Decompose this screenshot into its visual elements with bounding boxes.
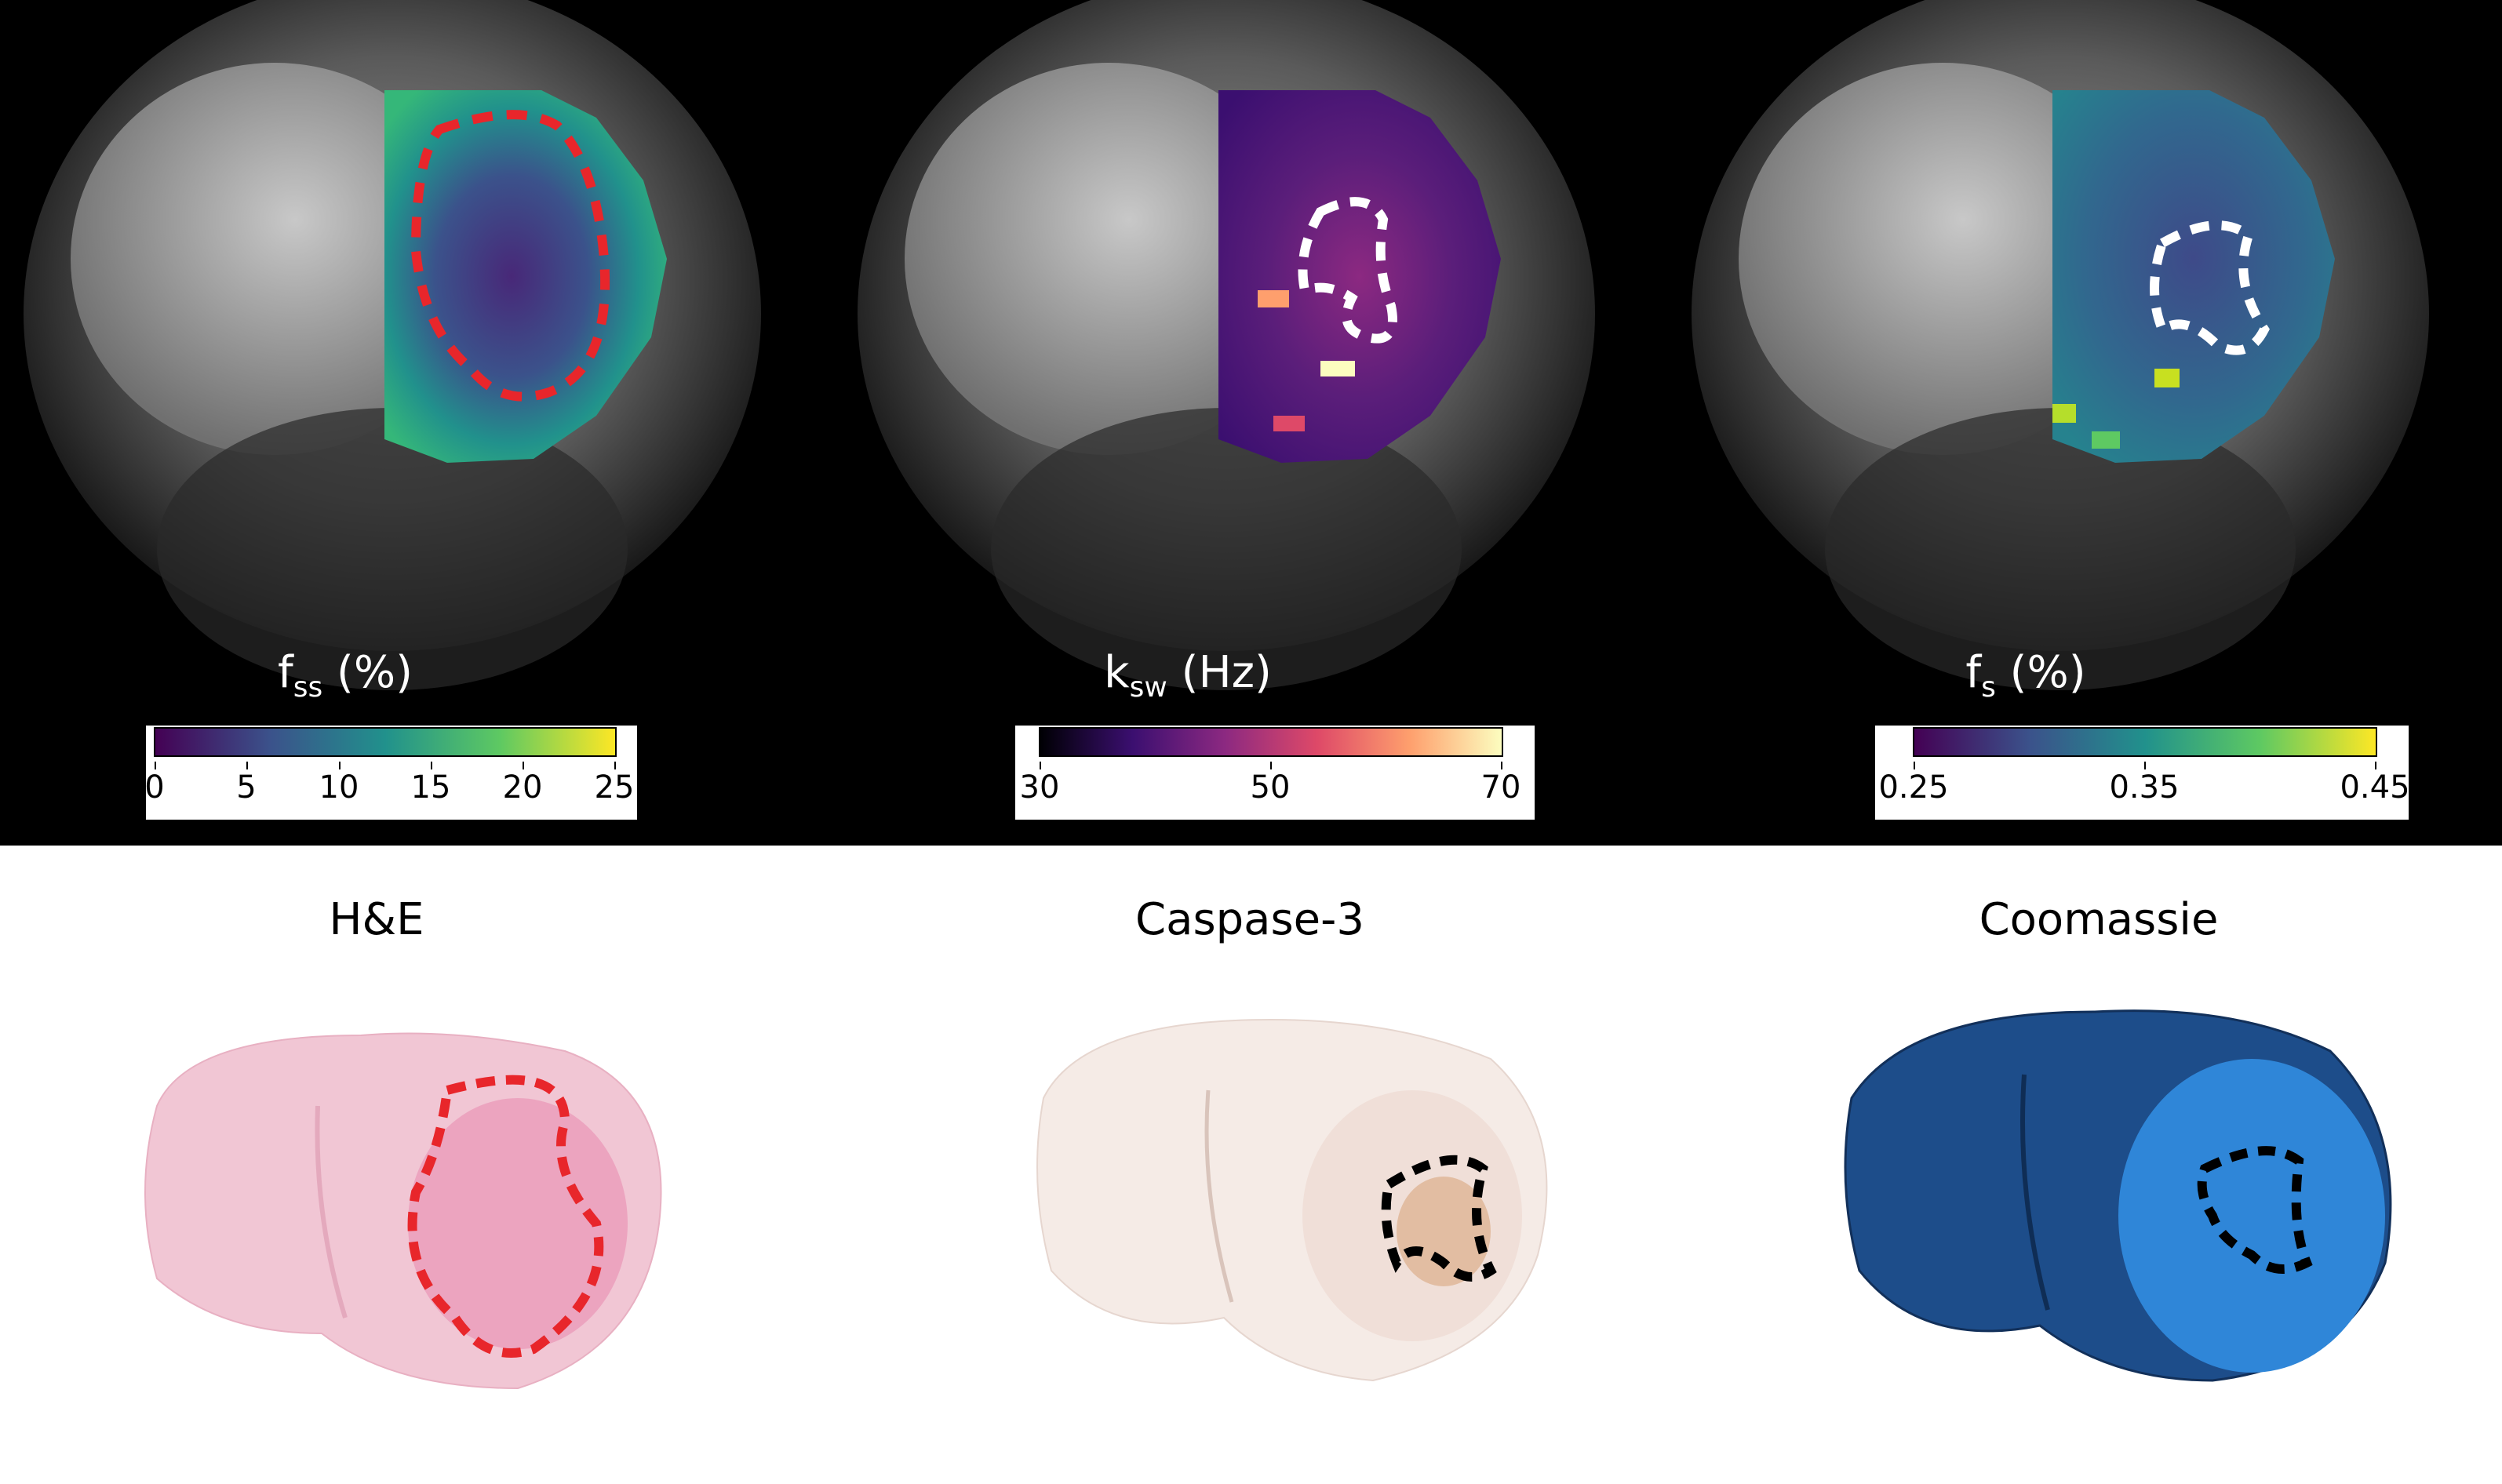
colorbar-label: fss (%) [278,647,413,704]
apoptotic-region [1397,1177,1491,1286]
mri-image [24,0,761,690]
colorbar [1913,727,2377,757]
parameter-map-overlay [2052,90,2335,463]
colorbar-tick: 50 [1250,769,1291,806]
brain-hemisphere [1739,63,2147,455]
colorbar-box: 30 50 70 [1015,726,1535,820]
parameter-map-overlay [384,90,667,463]
histology-title: Caspase-3 [1135,894,1364,945]
skull-base [991,408,1462,690]
colorbar-tick: 0.25 [1878,769,1949,806]
histology-coomassie [1844,1009,2392,1382]
colorbar-tick: 0.35 [2109,769,2180,806]
hotspot [2154,369,2180,387]
colorbar-tick: 0 [144,769,165,806]
tumor-roi-outline [1298,197,1397,344]
histology-caspase [1036,1018,1548,1382]
colorbar-tick: 70 [1480,769,1521,806]
colorbar-label: ksw (Hz) [1104,647,1272,704]
colorbar-tick: 25 [594,769,635,806]
brain-hemisphere [71,63,479,455]
mri-image [1692,0,2429,690]
colorbar-box: 0.25 0.35 0.45 [1875,726,2410,820]
colorbar-tick: 15 [410,769,451,806]
histology-title: Coomassie [1979,894,2219,945]
brain-hemisphere [905,63,1313,455]
hotspot [1258,290,1289,307]
midline [315,1105,348,1319]
tumor-roi-outline [410,110,610,402]
tumor-region [2118,1059,2385,1373]
histology-he [144,1032,662,1390]
skull-base [157,408,628,690]
mri-panel-ksw: ksw (Hz) 30 50 70 [834,0,1668,846]
tumor-roi-outline [407,1075,604,1358]
hotspot [1273,416,1305,431]
histology-title: H&E [329,894,424,945]
tumor-roi-outline [2197,1146,2313,1274]
colorbar-label: fs (%) [1965,647,2086,704]
mri-panel-fss: fss (%) 0 5 10 15 20 25 [0,0,834,846]
colorbar-tick: 20 [502,769,543,806]
midline [2020,1074,2050,1311]
hotspot [2052,404,2076,423]
colorbar [1039,727,1503,757]
hotspot [1320,361,1355,376]
tumor-roi-outline [2150,220,2270,355]
colorbar-box: 0 5 10 15 20 25 [144,726,637,820]
skull-base [1825,408,2296,690]
mri-panel-fs: fs (%) 0.25 0.35 0.45 [1668,0,2502,846]
midline [1204,1089,1234,1303]
mri-strip: fss (%) 0 5 10 15 20 25 [0,0,2502,846]
mri-image [858,0,1595,690]
tumor-roi-outline [1381,1155,1497,1282]
colorbar-tick: 5 [236,769,257,806]
hotspot [2092,431,2120,449]
parameter-map-overlay [1218,90,1501,463]
colorbar-tick: 10 [319,769,359,806]
colorbar [154,727,617,757]
colorbar-tick: 30 [1019,769,1060,806]
tumor-region [408,1098,628,1349]
colorbar-tick: 0.45 [2340,769,2410,806]
